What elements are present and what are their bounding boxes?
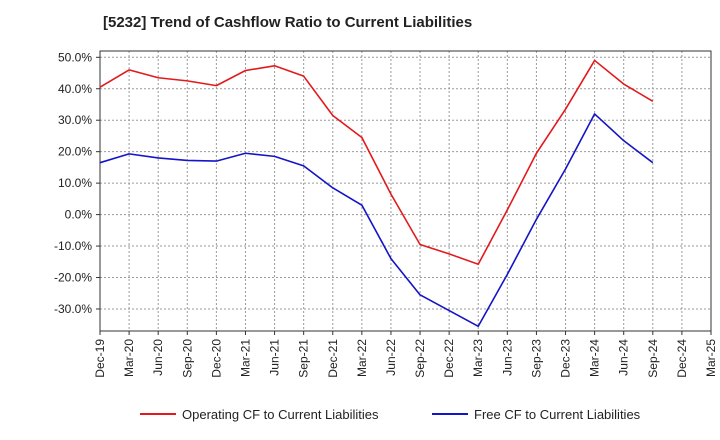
x-tick-label: Sep-24 — [646, 339, 660, 378]
legend: Operating CF to Current Liabilities Free … — [140, 407, 641, 422]
axes: 50.0% 40.0% 30.0% 20.0% 10.0% 0.0% -10.0% -20.0… — [54, 50, 718, 377]
series-line-2 — [99, 113, 654, 328]
x-tick-label: Jun-22 — [384, 339, 398, 376]
x-tick-label: Mar-23 — [471, 339, 485, 377]
chart-title: [5232] Trend of Cashflow Ratio to Curren… — [103, 14, 473, 31]
y-tick-label: 0.0% — [65, 208, 93, 222]
x-tick-label: Dec-19 — [93, 339, 107, 378]
x-tick-label: Dec-20 — [209, 339, 223, 378]
x-tick-label: Jun-23 — [500, 339, 514, 376]
x-tick-label: Mar-25 — [704, 339, 718, 377]
x-tick-label: Dec-24 — [675, 339, 689, 378]
plot-frame — [99, 50, 712, 332]
y-tick-label: 50.0% — [58, 50, 92, 64]
series-line-1 — [99, 59, 654, 266]
x-tick-label: Sep-23 — [529, 339, 543, 378]
legend-label-2: Free CF to Current Liabilities — [474, 407, 641, 422]
x-tick-label: Mar-22 — [355, 339, 369, 377]
x-tick-label: Dec-23 — [559, 339, 573, 378]
x-tick-label: Mar-24 — [588, 339, 602, 377]
x-tick-label: Jun-20 — [151, 339, 165, 376]
x-tick-label: Dec-22 — [442, 339, 456, 378]
y-tick-label: 40.0% — [58, 82, 92, 96]
x-tick-label: Sep-21 — [297, 339, 311, 378]
y-tick-label: 20.0% — [58, 145, 92, 159]
legend-label-1: Operating CF to Current Liabilities — [182, 407, 379, 422]
x-tick-label: Dec-21 — [326, 339, 340, 378]
x-tick-label: Sep-22 — [413, 339, 427, 378]
x-tick-label: Mar-20 — [122, 339, 136, 377]
y-tick-label: -30.0% — [54, 302, 92, 316]
y-tick-label: -10.0% — [54, 239, 92, 253]
y-tick-label: 30.0% — [58, 113, 92, 127]
data-series — [99, 59, 654, 328]
y-tick-label: -20.0% — [54, 271, 92, 285]
x-tick-label: Jun-21 — [268, 339, 282, 376]
x-tick-label: Mar-21 — [238, 339, 252, 377]
x-tick-label: Jun-24 — [617, 339, 631, 376]
x-tick-label: Sep-20 — [180, 339, 194, 378]
plot-area — [100, 51, 711, 331]
y-tick-label: 10.0% — [58, 176, 92, 190]
